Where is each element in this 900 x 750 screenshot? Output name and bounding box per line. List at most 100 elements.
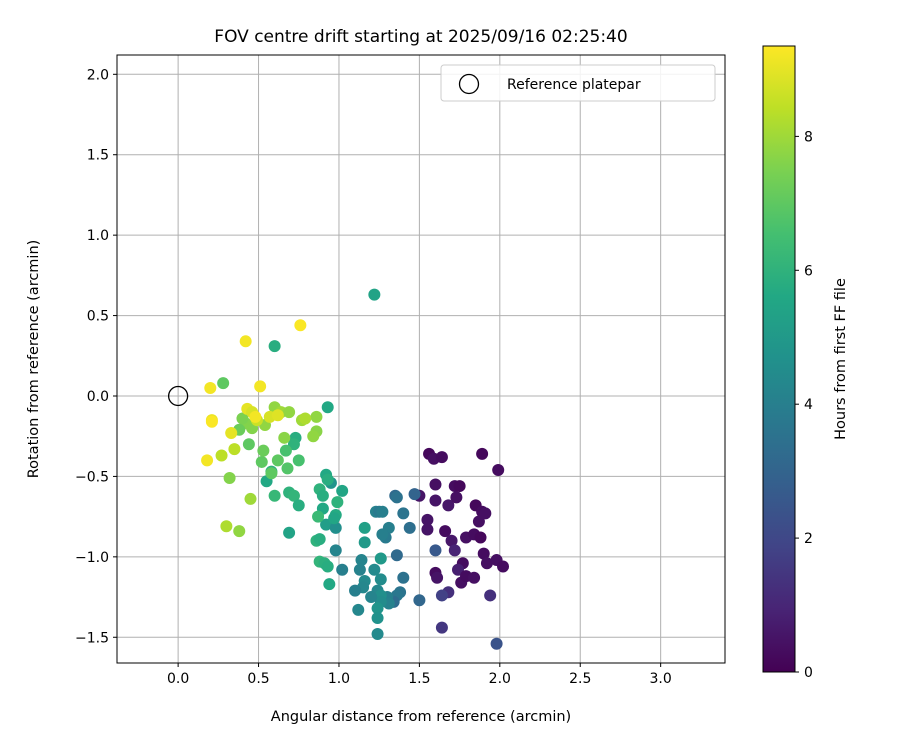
y-tick-label: 2.0 xyxy=(87,67,109,83)
data-point xyxy=(413,594,426,607)
data-point xyxy=(254,380,267,393)
data-point xyxy=(283,526,296,539)
data-point xyxy=(329,544,342,557)
data-point xyxy=(490,637,503,650)
data-point xyxy=(336,484,349,497)
data-point xyxy=(287,489,300,502)
axis-ticks: 0.0 0.5 1.0 1.5 2.0 2.5 3.0 −1.5 −1.0 −0.5 0.0 0.5 1… xyxy=(75,67,672,687)
x-tick-label: 1.5 xyxy=(408,671,430,687)
data-point xyxy=(225,426,238,439)
data-point xyxy=(497,560,510,573)
y-tick-label: 0.0 xyxy=(87,389,109,405)
x-tick-label: 0.5 xyxy=(247,671,269,687)
colorbar-ticks: 0 2 4 6 8 xyxy=(795,129,813,681)
data-point xyxy=(268,340,281,353)
data-point xyxy=(336,563,349,576)
data-point xyxy=(397,507,410,520)
data-point xyxy=(358,536,371,549)
data-point xyxy=(468,571,481,584)
data-point xyxy=(371,611,384,624)
data-point xyxy=(242,438,255,451)
data-point xyxy=(205,415,218,428)
colorbar-tick-label: 2 xyxy=(804,531,813,547)
x-tick-label: 3.0 xyxy=(650,671,672,687)
reference-platepar-marker xyxy=(167,385,189,407)
y-tick-label: −0.5 xyxy=(75,469,109,485)
data-point xyxy=(376,528,389,541)
data-point xyxy=(281,462,294,475)
data-point xyxy=(374,573,387,586)
data-point xyxy=(484,589,497,602)
data-point xyxy=(355,554,368,567)
data-point xyxy=(445,534,458,547)
data-point xyxy=(321,560,334,573)
data-point xyxy=(244,492,257,505)
data-point xyxy=(451,563,464,576)
data-point xyxy=(299,412,312,425)
data-point xyxy=(287,438,300,451)
plot-frame xyxy=(116,54,726,664)
legend-box xyxy=(440,64,716,102)
data-point xyxy=(390,549,403,562)
data-point xyxy=(268,489,281,502)
data-point xyxy=(429,494,442,507)
data-point xyxy=(474,531,487,544)
data-point xyxy=(453,480,466,493)
data-point xyxy=(435,589,448,602)
colorbar-tick-label: 8 xyxy=(804,129,813,145)
data-point xyxy=(310,410,323,423)
data-point xyxy=(217,377,230,390)
data-point xyxy=(365,591,378,604)
colorbar-label: Hours from first FF file xyxy=(833,278,849,440)
data-point xyxy=(397,571,410,584)
colorbar: 0 2 4 6 8 Hours from first FF file xyxy=(762,45,849,681)
data-point xyxy=(353,563,366,576)
data-point xyxy=(472,515,485,528)
data-point xyxy=(390,491,403,504)
data-point xyxy=(236,412,249,425)
data-point xyxy=(450,491,463,504)
data-point xyxy=(283,406,296,419)
data-point xyxy=(439,525,452,538)
data-point xyxy=(313,533,326,546)
data-point xyxy=(368,563,381,576)
colorbar-tick-label: 6 xyxy=(804,263,813,279)
data-point xyxy=(292,499,305,512)
data-point xyxy=(368,288,381,301)
data-point xyxy=(321,401,334,414)
data-point xyxy=(442,499,455,512)
data-point xyxy=(328,512,341,525)
data-point xyxy=(480,557,493,570)
data-point xyxy=(376,505,389,518)
data-point xyxy=(228,443,241,456)
data-point xyxy=(476,447,489,460)
data-point xyxy=(257,444,270,457)
data-point xyxy=(233,525,246,538)
data-point xyxy=(294,319,307,332)
data-point xyxy=(220,520,233,533)
data-point xyxy=(349,584,362,597)
data-point xyxy=(320,518,333,531)
data-point xyxy=(316,489,329,502)
colorbar-tick-label: 4 xyxy=(804,397,813,413)
data-point xyxy=(279,444,292,457)
data-point xyxy=(321,473,334,486)
x-tick-label: 1.0 xyxy=(328,671,350,687)
data-point xyxy=(371,628,384,641)
data-point xyxy=(374,552,387,565)
y-tick-label: 1.5 xyxy=(87,148,109,164)
x-axis-label: Angular distance from reference (arcmin) xyxy=(271,709,571,725)
data-point xyxy=(492,463,505,476)
data-point xyxy=(429,544,442,557)
chart-title: FOV centre drift starting at 2025/09/16 … xyxy=(214,27,627,47)
colorbar-gradient xyxy=(762,45,796,673)
reference-marker-layer xyxy=(167,385,189,407)
data-point xyxy=(312,510,325,523)
y-tick-label: 1.0 xyxy=(87,228,109,244)
data-point xyxy=(265,467,278,480)
data-point xyxy=(239,335,252,348)
data-point xyxy=(421,513,434,526)
data-point xyxy=(448,544,461,557)
data-point xyxy=(307,430,320,443)
data-point xyxy=(421,523,434,536)
